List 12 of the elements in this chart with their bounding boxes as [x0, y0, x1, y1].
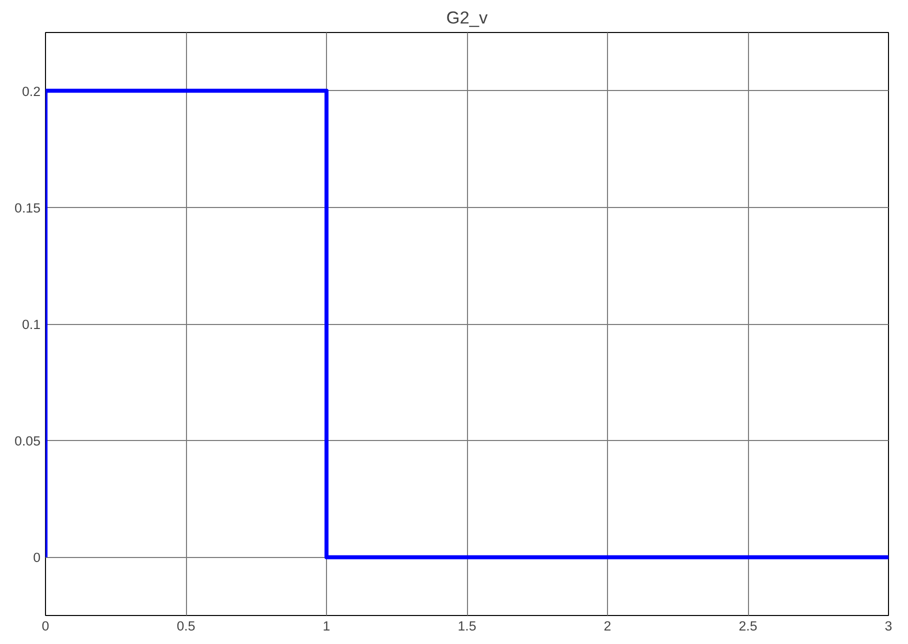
x-tick-label: 2 [604, 618, 612, 634]
x-tick-label: 1 [322, 618, 330, 634]
x-tick-label: 3 [884, 618, 892, 634]
chart-title: G2_v [446, 8, 488, 28]
y-tick-label: 0.2 [22, 84, 41, 99]
y-tick-label: 0 [33, 550, 41, 566]
y-tick-label: 0.1 [22, 317, 41, 332]
y-tick-label: 0.05 [14, 434, 41, 449]
x-tick-label: 1.5 [458, 618, 476, 634]
x-tick-label: 2.5 [738, 618, 758, 634]
x-tick-label: 0.5 [176, 618, 196, 634]
y-tick-label: 0.15 [14, 200, 41, 216]
